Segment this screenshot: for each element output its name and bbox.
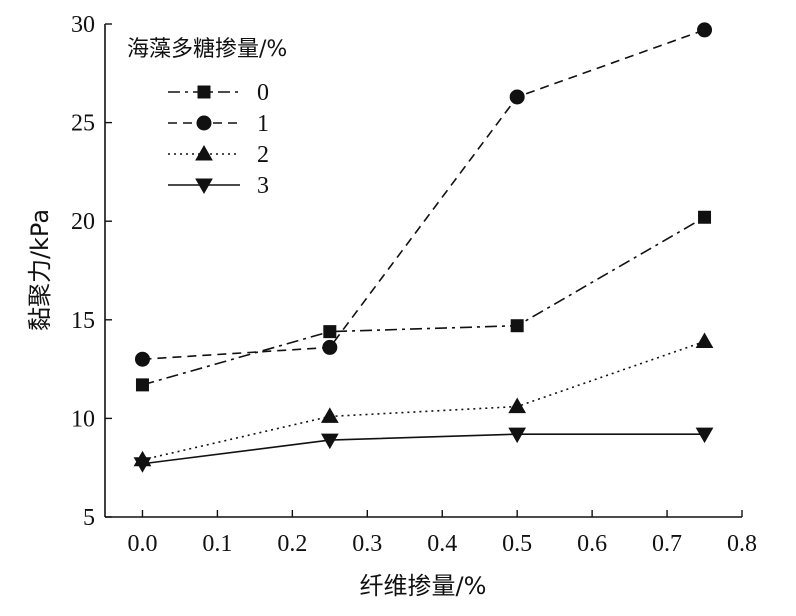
y-tick-label: 5 <box>83 505 95 531</box>
data-point-3 <box>695 427 714 444</box>
legend-label-0: 0 <box>257 80 269 106</box>
series-line-1 <box>142 29 705 361</box>
x-axis-title: 纤维掺量/% <box>360 572 487 600</box>
data-point-1 <box>509 89 525 105</box>
x-tick-label: 0.8 <box>727 531 757 557</box>
series-line-3 <box>142 433 705 465</box>
legend-label-2: 2 <box>257 142 269 168</box>
plot-frame <box>104 24 742 518</box>
legend: 海藻多糖掺量/% 0 1 2 3 <box>127 37 287 199</box>
x-tick-label: 0.1 <box>202 531 232 557</box>
data-point-1 <box>322 339 338 355</box>
data-point-3 <box>133 457 152 473</box>
data-point-0 <box>323 325 337 339</box>
series-1 <box>134 22 713 367</box>
x-tick-label: 0.5 <box>502 531 532 557</box>
series-line-2 <box>142 340 705 461</box>
series-layer <box>133 22 714 473</box>
y-tick-label: 30 <box>71 12 95 38</box>
y-tick-label: 20 <box>71 209 95 235</box>
data-point-1 <box>134 351 150 367</box>
data-point-0 <box>135 378 149 392</box>
legend-marker-1 <box>196 115 212 131</box>
data-point-0 <box>698 210 712 224</box>
data-point-2 <box>508 397 527 414</box>
data-point-2 <box>695 332 714 348</box>
series-0 <box>135 210 712 392</box>
data-point-3 <box>508 427 527 444</box>
y-tick-label: 15 <box>71 308 95 334</box>
x-tick-label: 0.4 <box>427 531 457 557</box>
y-axis-title: 黏聚力/kPa <box>26 209 54 331</box>
legend-marker-3 <box>195 178 213 195</box>
legend-marker-0 <box>197 85 211 99</box>
x-tick-label: 0.6 <box>577 531 607 557</box>
y-axis-ticks: 5 10 15 20 25 30 <box>71 12 112 531</box>
data-point-2 <box>320 407 339 423</box>
legend-marker-2 <box>195 144 213 161</box>
x-tick-label: 0.7 <box>652 531 682 557</box>
legend-label-1: 1 <box>257 111 269 137</box>
legend-title: 海藻多糖掺量/% <box>127 37 287 62</box>
x-axis-ticks: 0.0 0.1 0.2 0.3 0.4 0.5 0.6 0.7 0.8 <box>127 510 757 557</box>
x-tick-label: 0.2 <box>277 531 307 557</box>
legend-label-3: 3 <box>257 173 269 199</box>
x-tick-label: 0.3 <box>352 531 382 557</box>
data-point-3 <box>320 433 339 450</box>
series-3 <box>133 427 714 473</box>
x-tick-label: 0.0 <box>127 531 157 557</box>
data-point-0 <box>510 319 524 333</box>
series-line-0 <box>142 216 705 386</box>
y-tick-label: 10 <box>71 406 95 432</box>
data-point-1 <box>697 22 713 38</box>
series-2 <box>133 332 714 467</box>
y-tick-label: 25 <box>71 111 95 137</box>
